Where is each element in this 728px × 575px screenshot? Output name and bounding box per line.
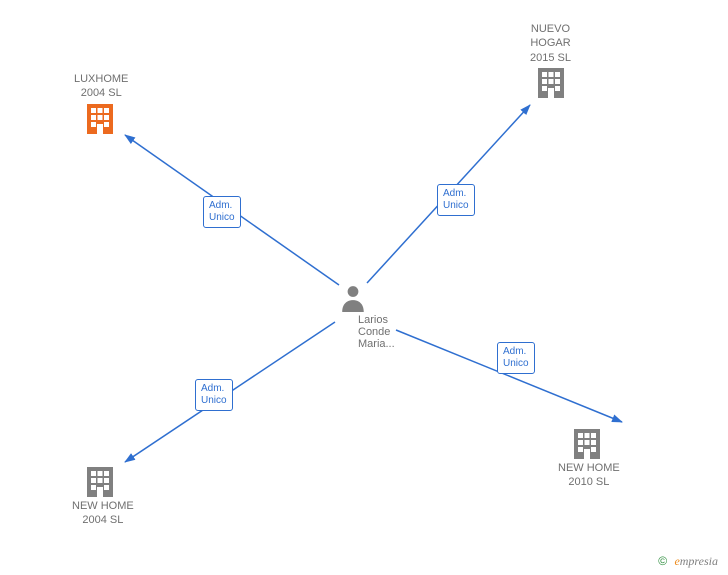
center-person-node	[340, 284, 366, 312]
brand-name: empresia	[674, 554, 718, 568]
company-label-nuevo_hogar: NUEVO HOGAR 2015 SL	[530, 22, 571, 65]
edge-label: Adm. Unico	[195, 379, 233, 411]
building-icon	[536, 66, 566, 98]
company-node-nuevo_hogar	[536, 66, 566, 98]
copyright-icon: ©	[658, 554, 667, 568]
company-label-luxhome: LUXHOME 2004 SL	[74, 72, 128, 101]
building-icon	[85, 465, 115, 497]
watermark: © empresia	[658, 554, 718, 569]
person-icon	[340, 284, 366, 312]
company-node-new_home_2010	[572, 427, 602, 459]
edge-label: Adm. Unico	[203, 196, 241, 228]
company-node-luxhome	[85, 102, 115, 134]
building-icon	[572, 427, 602, 459]
company-label-new_home_2004: NEW HOME 2004 SL	[72, 499, 134, 528]
edge-label: Adm. Unico	[437, 184, 475, 216]
center-person-label: Larios Conde Maria...	[358, 314, 395, 350]
building-icon	[85, 102, 115, 134]
company-label-new_home_2010: NEW HOME 2010 SL	[558, 461, 620, 490]
edge-label: Adm. Unico	[497, 342, 535, 374]
company-node-new_home_2004	[85, 465, 115, 497]
